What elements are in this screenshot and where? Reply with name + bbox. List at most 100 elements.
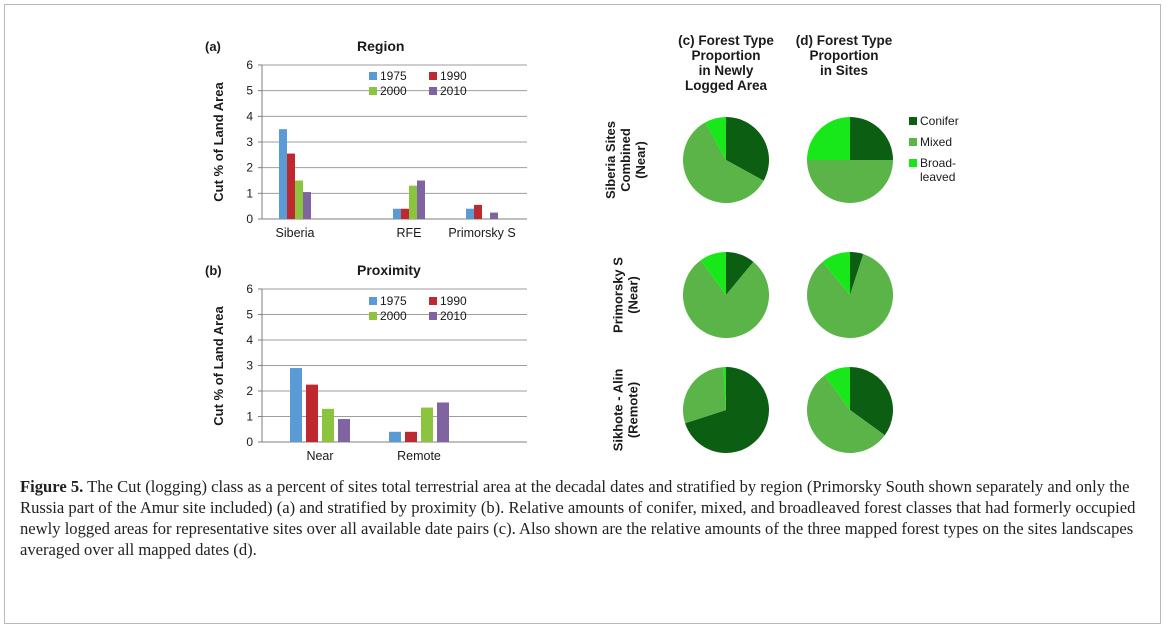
- region-y-tick-label: 2: [246, 161, 253, 175]
- region-bar-2010-siberia: [303, 192, 311, 219]
- region-category-label: RFE: [397, 226, 422, 240]
- pie-row-label: Primorsky S: [611, 257, 626, 333]
- proximity-legend-swatch-2000: [369, 312, 377, 320]
- pie-legend-label-conifer: Conifer: [920, 114, 959, 128]
- pie-legend-swatch-mixed: [909, 138, 917, 146]
- proximity-bar-2000-near: [322, 408, 334, 442]
- figure-graphic: (a) Region Cut % of Land Area 0 1 2 3 4 5 6 Siberi…: [205, 33, 959, 463]
- pie-row-label: Combined: [618, 128, 633, 192]
- proximity-y-axis-label: Cut % of Land Area: [211, 306, 226, 426]
- proximity-y-tick-label: 6: [246, 282, 253, 296]
- pie-row-label: Sikhote - Alin: [611, 369, 626, 452]
- sites-pie-3-slice-broadleaved: [824, 367, 850, 410]
- pie-row-label: (Remote): [626, 382, 641, 438]
- pie-legend-swatch-broadleaved: [909, 159, 917, 167]
- sites-pie-2-slice-mixed: [807, 254, 894, 338]
- region-legend-swatch-2010: [429, 87, 437, 95]
- sites-pie-1-slice-broadleaved: [807, 117, 850, 160]
- proximity-y-tick-label: 0: [246, 435, 253, 449]
- region-bar-1975-primorsky-s: [466, 208, 474, 219]
- region-y-tick-label: 4: [246, 109, 253, 123]
- proximity-chart-title: Proximity: [357, 262, 421, 278]
- region-bar-1990-rfe: [401, 208, 409, 219]
- pie-row-label: (Near): [626, 276, 641, 314]
- proximity-panel-label: (b): [205, 263, 222, 278]
- newly-logged-pie-1-slice-broadleaved: [705, 117, 726, 160]
- region-y-axis-label: Cut % of Land Area: [211, 82, 226, 202]
- region-legend-swatch-2000: [369, 87, 377, 95]
- proximity-legend-label-1975: 1975: [380, 294, 407, 308]
- newly-logged-column-title: Proportion: [692, 48, 761, 63]
- proximity-category-label: Near: [306, 449, 333, 463]
- proximity-bar-1990-remote: [405, 431, 417, 442]
- region-y-tick-label: 6: [246, 58, 253, 72]
- sites-pie-2-slice-broadleaved: [822, 252, 850, 295]
- proximity-bar-1975-remote: [389, 431, 401, 442]
- sites-pie-1-slice-mixed: [807, 160, 893, 203]
- newly-logged-pie-1-slice-conifer: [726, 117, 770, 181]
- newly-logged-pie-2-slice-mixed: [682, 260, 769, 339]
- sites-column-title: (d) Forest Type: [796, 33, 893, 48]
- proximity-y-tick-label: 4: [246, 333, 253, 347]
- proximity-bar-2000-remote: [421, 407, 433, 442]
- sites-pie-2-slice-conifer: [850, 251, 864, 295]
- region-chart-title: Region: [357, 38, 404, 54]
- figure-frame: [4, 4, 1161, 624]
- sites-column-title: Proportion: [810, 48, 879, 63]
- region-legend-label-2010: 2010: [440, 84, 467, 98]
- region-bar-2000-siberia: [295, 180, 303, 219]
- proximity-bar-1990-near: [306, 384, 318, 442]
- proximity-legend-label-2000: 2000: [380, 309, 407, 323]
- newly-logged-pie-3-slice-mixed: [682, 367, 726, 424]
- pie-row-label: (Near): [633, 141, 648, 179]
- region-bar-1975-rfe: [393, 208, 401, 219]
- proximity-legend-swatch-1990: [429, 297, 437, 305]
- newly-logged-pie-3-slice-broadleaved: [723, 366, 726, 410]
- proximity-y-tick-label: 2: [246, 384, 253, 398]
- caption-label: Figure 5.: [20, 477, 84, 496]
- sites-pie-3-slice-conifer: [850, 367, 893, 436]
- newly-logged-pie-3-slice-conifer: [685, 367, 769, 453]
- region-bar-2010-primorsky-s: [490, 212, 498, 219]
- region-y-tick-label: 5: [246, 84, 253, 98]
- sites-pie-3-slice-mixed: [806, 375, 885, 454]
- newly-logged-pie-2-slice-broadleaved: [700, 252, 726, 295]
- region-category-label: Siberia: [276, 226, 315, 240]
- pie-legend-label-broadleaved: leaved: [920, 170, 955, 184]
- proximity-legend-swatch-1975: [369, 297, 377, 305]
- newly-logged-column-title: (c) Forest Type: [678, 33, 774, 48]
- proximity-y-tick-label: 3: [246, 359, 253, 373]
- newly-logged-pie-2-slice-conifer: [726, 252, 754, 295]
- newly-logged-column-title: Logged Area: [685, 78, 768, 93]
- newly-logged-column-title: in Newly: [699, 63, 754, 78]
- proximity-category-label: Remote: [397, 449, 441, 463]
- proximity-bar-2010-remote: [437, 402, 449, 442]
- caption-text: The Cut (logging) class as a percent of …: [20, 477, 1136, 559]
- pie-legend-label-broadleaved: Broad-: [920, 156, 956, 170]
- proximity-y-tick-label: 1: [246, 410, 253, 424]
- region-legend-label-1990: 1990: [440, 69, 467, 83]
- sites-pie-1-slice-conifer: [850, 117, 893, 160]
- proximity-y-tick-label: 5: [246, 308, 253, 322]
- region-panel-label: (a): [205, 39, 221, 54]
- region-category-label: Primorsky S: [448, 226, 515, 240]
- pie-row-label: Siberia Sites: [603, 121, 618, 199]
- region-y-tick-label: 1: [246, 186, 253, 200]
- sites-column-title: in Sites: [820, 63, 868, 78]
- region-bar-1990-primorsky-s: [474, 204, 482, 219]
- region-legend-label-2000: 2000: [380, 84, 407, 98]
- region-bar-2010-rfe: [417, 180, 425, 219]
- proximity-bar-2010-near: [338, 419, 350, 442]
- pie-legend-label-mixed: Mixed: [920, 135, 952, 149]
- proximity-legend-label-1990: 1990: [440, 294, 467, 308]
- region-legend-swatch-1990: [429, 72, 437, 80]
- region-legend-swatch-1975: [369, 72, 377, 80]
- newly-logged-pie-1-slice-mixed: [683, 122, 764, 203]
- region-bar-1990-siberia: [287, 153, 295, 219]
- proximity-legend-label-2010: 2010: [440, 309, 467, 323]
- region-y-tick-label: 0: [246, 212, 253, 226]
- proximity-legend-swatch-2010: [429, 312, 437, 320]
- proximity-bar-1975-near: [290, 368, 302, 442]
- region-y-tick-label: 3: [246, 135, 253, 149]
- figure-caption: Figure 5. The Cut (logging) class as a p…: [20, 476, 1140, 560]
